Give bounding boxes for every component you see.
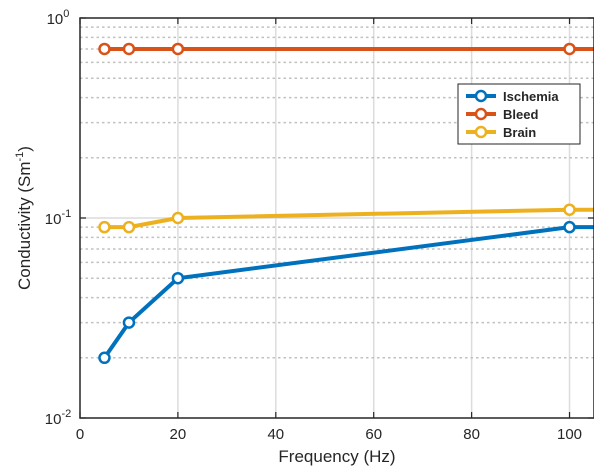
data-point-brain [563,203,576,216]
y-axis-label-main: Conductivity (Sm [15,161,34,289]
y-tick-exponent: -1 [61,208,71,220]
x-tick-label: 100 [557,426,582,443]
data-point-brain [98,220,111,234]
legend-label-ischemia: Ischemia [503,89,559,104]
y-tick-exponent: -2 [61,408,71,420]
data-point-brain [122,220,136,234]
data-point-bleed [171,42,185,56]
data-point-ischemia [171,271,185,285]
data-point-bleed [98,42,111,56]
legend: Ischemia Bleed Brain [457,83,581,145]
x-axis-label: Frequency (Hz) [278,447,395,466]
y-axis-label-superscript: -1 [14,152,26,162]
data-point-ischemia [563,220,576,234]
y-tick-label: 100 [47,8,70,28]
legend-label-bleed: Bleed [503,107,538,122]
data-point-ischemia [122,316,136,329]
x-tick-label: 80 [463,426,480,443]
legend-label-brain: Brain [503,125,536,140]
x-tick-label: 0 [76,426,84,443]
legend-marker-brain [474,125,488,139]
y-axis-label-close: ) [15,146,34,152]
y-tick-exponent: 0 [63,8,69,20]
x-tick-label: 60 [365,426,382,443]
data-point-bleed [122,42,136,56]
y-axis-label: Conductivity (Sm-1) [14,146,34,290]
data-point-bleed [563,42,576,56]
x-tick-label: 20 [170,426,187,443]
y-tick-label: 10-2 [45,408,71,428]
x-tick-label: 40 [267,426,284,443]
y-tick-base: 10 [47,11,64,28]
data-point-brain [171,211,185,225]
series-group [98,42,594,365]
data-point-ischemia [98,351,111,365]
legend-marker-bleed [474,107,488,121]
y-tick-label: 10-1 [45,208,71,228]
legend-marker-ischemia [474,89,488,103]
y-tick-base: 10 [45,411,62,428]
y-tick-base: 10 [45,211,62,228]
x-axis-ticks: 0 20 40 60 80 100 [76,18,582,443]
